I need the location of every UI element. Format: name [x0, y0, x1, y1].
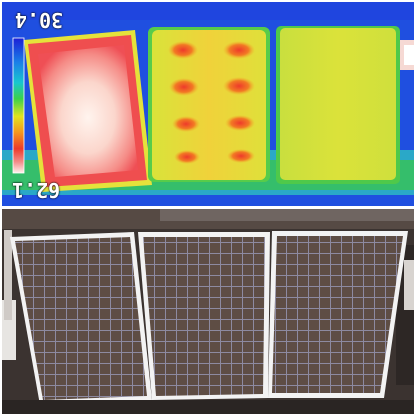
photo-panel-left — [10, 232, 152, 405]
temperature-scale — [12, 37, 25, 174]
thermal-panel-left — [24, 30, 152, 192]
thermal-panel-right — [276, 26, 400, 184]
middle-panel-hotspots — [168, 41, 255, 164]
temperature-min-label: 62.1 — [12, 178, 61, 202]
temperature-max-label: 30.4 — [15, 8, 64, 32]
photo-panel-middle — [138, 232, 270, 400]
photo-image — [2, 209, 414, 414]
temperature-scale-bar — [12, 37, 25, 174]
photo-panel-right — [268, 231, 408, 398]
thermal-panel-middle — [148, 27, 270, 182]
thermal-image — [2, 2, 414, 206]
